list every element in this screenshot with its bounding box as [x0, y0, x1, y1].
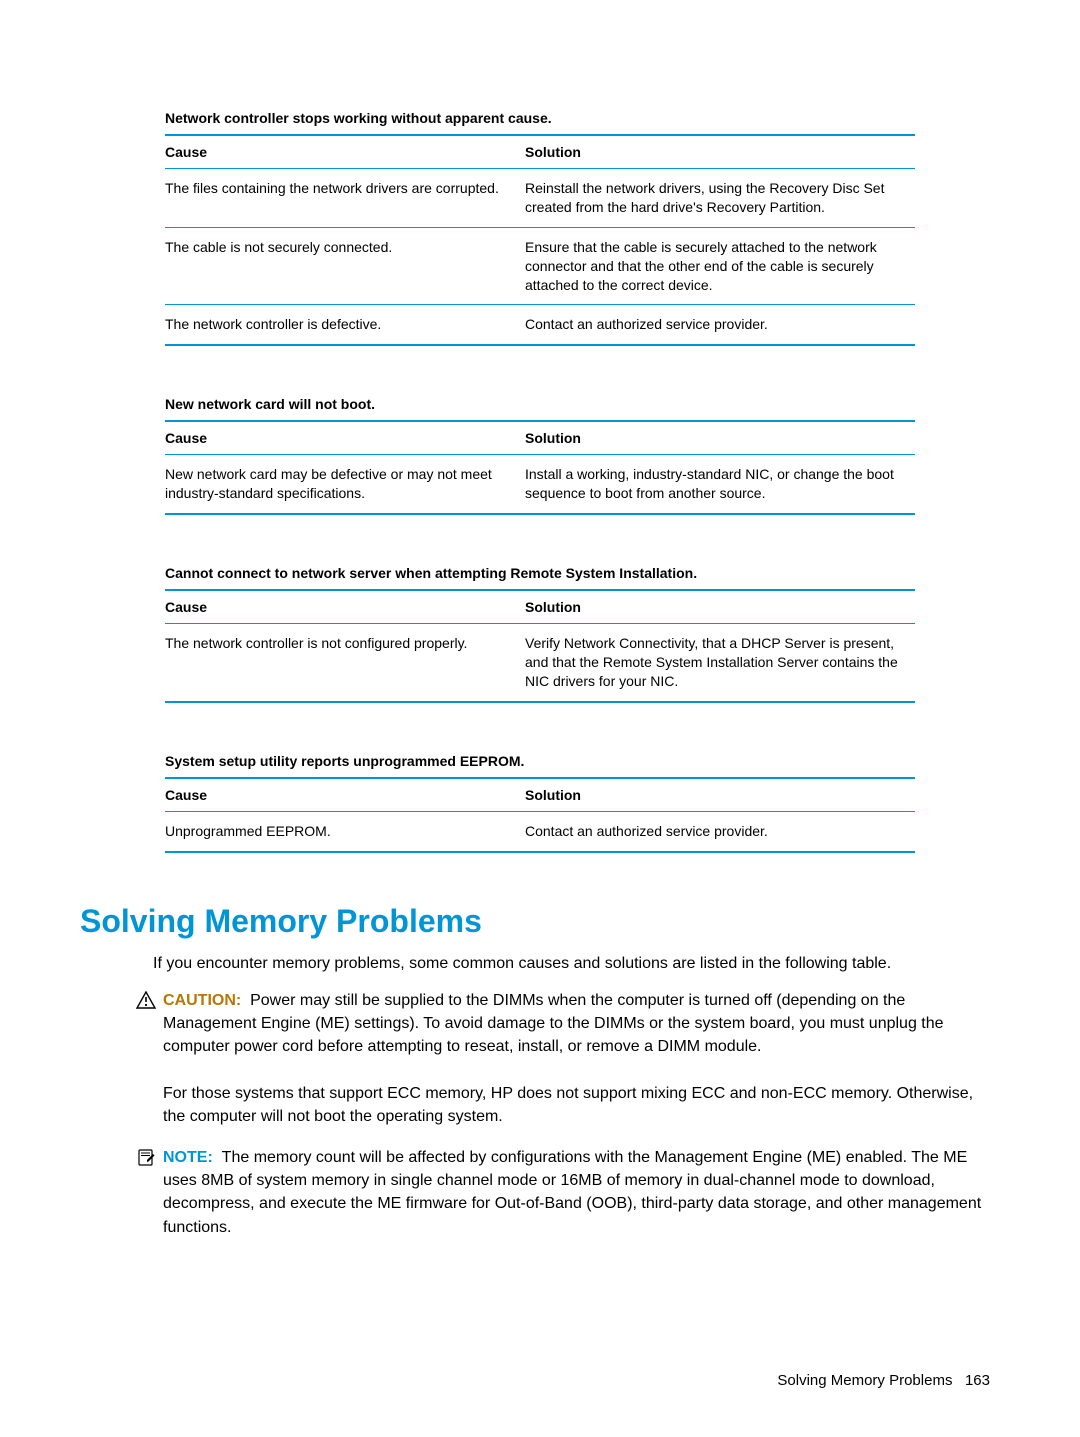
- solution-cell: Contact an authorized service provider.: [525, 811, 915, 851]
- solution-cell: Contact an authorized service provider.: [525, 305, 915, 345]
- col-solution-header: Solution: [525, 135, 915, 169]
- solution-cell: Ensure that the cable is securely attach…: [525, 227, 915, 305]
- note-text: The memory count will be affected by con…: [163, 1149, 981, 1236]
- troubleshoot-table: Cause Solution New network card may be d…: [165, 420, 915, 515]
- page-footer: Solving Memory Problems 163: [777, 1372, 990, 1389]
- section-heading: Solving Memory Problems: [80, 903, 990, 940]
- table-row: New network card may be defective or may…: [165, 455, 915, 514]
- note-icon: [135, 1146, 157, 1168]
- troubleshoot-table: Cause Solution Unprogrammed EEPROM. Cont…: [165, 777, 915, 853]
- troubleshoot-table: Cause Solution The files containing the …: [165, 134, 915, 346]
- table-title: Cannot connect to network server when at…: [165, 565, 990, 581]
- table-title: New network card will not boot.: [165, 396, 990, 412]
- table-row: The files containing the network drivers…: [165, 169, 915, 228]
- cause-cell: The files containing the network drivers…: [165, 169, 525, 228]
- caution-text: Power may still be supplied to the DIMMs…: [163, 992, 944, 1055]
- table-title: Network controller stops working without…: [165, 110, 990, 126]
- col-solution-header: Solution: [525, 421, 915, 455]
- page-number: 163: [965, 1372, 990, 1389]
- table-row: The network controller is not configured…: [165, 624, 915, 702]
- caution-extra: For those systems that support ECC memor…: [163, 1085, 973, 1125]
- table-row: The cable is not securely connected. Ens…: [165, 227, 915, 305]
- note-text-block: NOTE: The memory count will be affected …: [163, 1146, 990, 1239]
- col-solution-header: Solution: [525, 590, 915, 624]
- caution-text-block: CAUTION: Power may still be supplied to …: [163, 989, 990, 1128]
- col-cause-header: Cause: [165, 135, 525, 169]
- table-title: System setup utility reports unprogramme…: [165, 753, 990, 769]
- col-cause-header: Cause: [165, 421, 525, 455]
- cause-cell: New network card may be defective or may…: [165, 455, 525, 514]
- intro-text: If you encounter memory problems, some c…: [153, 952, 990, 975]
- cause-cell: Unprogrammed EEPROM.: [165, 811, 525, 851]
- solution-cell: Install a working, industry-standard NIC…: [525, 455, 915, 514]
- solution-cell: Reinstall the network drivers, using the…: [525, 169, 915, 228]
- table-row: Unprogrammed EEPROM. Contact an authoriz…: [165, 811, 915, 851]
- caution-label: CAUTION:: [163, 992, 241, 1009]
- cause-cell: The network controller is defective.: [165, 305, 525, 345]
- cause-cell: The cable is not securely connected.: [165, 227, 525, 305]
- table-header-row: Cause Solution: [165, 421, 915, 455]
- table-header-row: Cause Solution: [165, 590, 915, 624]
- troubleshoot-table: Cause Solution The network controller is…: [165, 589, 915, 703]
- cause-cell: The network controller is not configured…: [165, 624, 525, 702]
- col-cause-header: Cause: [165, 778, 525, 812]
- note-callout: NOTE: The memory count will be affected …: [135, 1146, 990, 1239]
- table-header-row: Cause Solution: [165, 135, 915, 169]
- col-solution-header: Solution: [525, 778, 915, 812]
- warning-icon: [135, 989, 157, 1009]
- footer-text: Solving Memory Problems: [777, 1372, 952, 1389]
- col-cause-header: Cause: [165, 590, 525, 624]
- solution-cell: Verify Network Connectivity, that a DHCP…: [525, 624, 915, 702]
- note-label: NOTE:: [163, 1149, 213, 1166]
- table-row: The network controller is defective. Con…: [165, 305, 915, 345]
- caution-callout: CAUTION: Power may still be supplied to …: [135, 989, 990, 1128]
- table-header-row: Cause Solution: [165, 778, 915, 812]
